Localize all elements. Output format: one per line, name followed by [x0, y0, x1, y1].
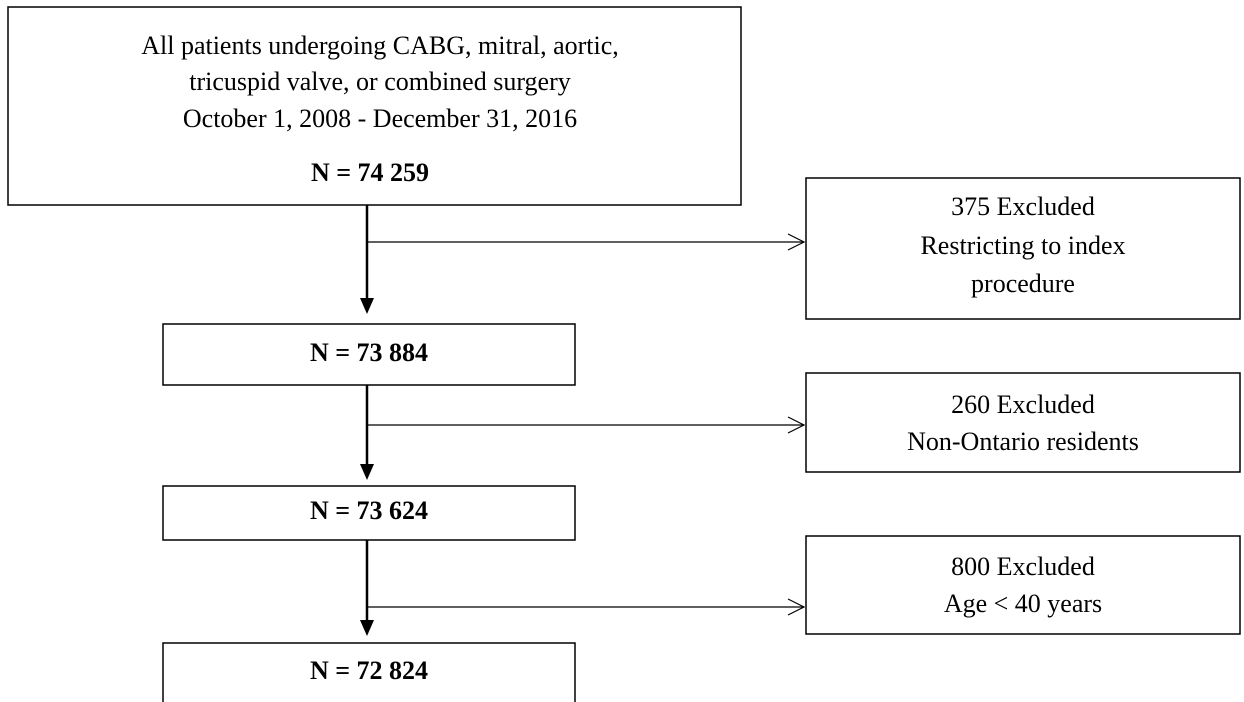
arrowhead	[360, 464, 374, 480]
exclusion-box	[805, 372, 1241, 473]
arrowhead	[360, 298, 374, 314]
exclusion-text: Restricting to index	[920, 231, 1125, 260]
exclusion-box	[805, 177, 1241, 320]
arrowhead	[787, 233, 806, 251]
main-box	[162, 323, 576, 386]
main-box	[7, 6, 742, 206]
main-box	[162, 485, 576, 541]
box-text: tricuspid valve, or combined surgery	[189, 67, 570, 96]
exclusion-text: procedure	[971, 269, 1075, 298]
box-count: N = 73 624	[310, 496, 428, 525]
arrowhead	[787, 598, 806, 616]
box-count: N = 74 259	[311, 158, 429, 187]
exclusion-text: Non-Ontario residents	[907, 427, 1139, 456]
arrowhead	[787, 416, 806, 434]
exclusion-text: 375 Excluded	[951, 192, 1095, 221]
arrowhead	[360, 620, 374, 636]
main-box	[162, 642, 576, 702]
box-count: N = 73 884	[310, 338, 428, 367]
exclusion-text: 260 Excluded	[951, 390, 1095, 419]
exclusion-text: 800 Excluded	[951, 552, 1095, 581]
box-count: N = 72 824	[310, 656, 428, 685]
exclusion-box	[805, 535, 1241, 635]
box-text: All patients undergoing CABG, mitral, ao…	[141, 31, 619, 60]
box-text: October 1, 2008 - December 31, 2016	[183, 104, 577, 133]
exclusion-text: Age < 40 years	[944, 589, 1102, 618]
